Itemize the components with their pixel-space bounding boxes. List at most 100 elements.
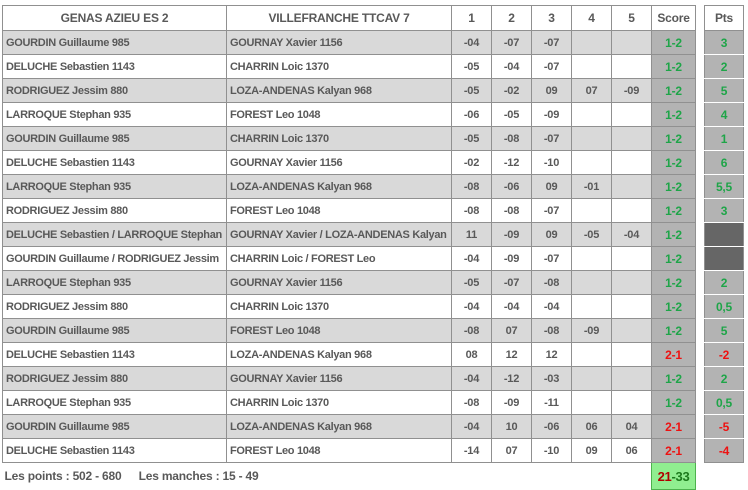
match-pts: 4 (704, 102, 744, 127)
match-score: 1-2 (651, 174, 696, 199)
set-4-cell (571, 246, 612, 271)
column-gap (695, 462, 705, 490)
column-gap (695, 150, 705, 175)
set-3-header: 3 (531, 5, 572, 31)
set-1-cell: 08 (451, 342, 492, 367)
set-4-cell (571, 270, 612, 295)
column-gap (695, 366, 705, 391)
player-b: GOURNAY Xavier 1156 (226, 270, 452, 295)
match-score: 1-2 (651, 366, 696, 391)
set-3-cell: -08 (531, 318, 572, 343)
set-5-cell (611, 294, 652, 319)
team-a-header: GENAS AZIEU ES 2 (2, 5, 227, 31)
match-row: DELUCHE Sebastien / LARROQUE Stephan GOU… (2, 222, 744, 247)
score-header: Score (651, 5, 696, 31)
set-3-cell: 12 (531, 342, 572, 367)
match-score: 1-2 (651, 54, 696, 79)
player-b: GOURNAY Xavier 1156 (226, 150, 452, 175)
player-b: LOZA-ANDENAS Kalyan 968 (226, 174, 452, 199)
set-3-cell: 09 (531, 174, 572, 199)
set-2-cell: 10 (491, 414, 532, 439)
match-pts: 3 (704, 30, 744, 55)
set-1-header: 1 (451, 5, 492, 31)
match-score: 2-1 (651, 414, 696, 439)
match-pts: 2 (704, 54, 744, 79)
column-gap (695, 390, 705, 415)
player-a: DELUCHE Sebastien / LARROQUE Stephan (2, 222, 227, 247)
total-score-home: 21 (657, 468, 672, 484)
set-3-cell: 09 (531, 222, 572, 247)
player-a: GOURDIN Guillaume 985 (2, 318, 227, 343)
player-a: GOURDIN Guillaume / RODRIGUEZ Jessim (2, 246, 227, 271)
set-3-cell: -11 (531, 390, 572, 415)
set-1-cell: -05 (451, 126, 492, 151)
set-5-cell (611, 174, 652, 199)
match-score: 1-2 (651, 78, 696, 103)
match-row: GOURDIN Guillaume 985 CHARRIN Loic 1370 … (2, 126, 744, 151)
set-1-cell: -08 (451, 174, 492, 199)
set-5-cell (611, 30, 652, 55)
set-3-cell: -07 (531, 198, 572, 223)
player-a: DELUCHE Sebastien 1143 (2, 54, 227, 79)
match-pts: -2 (704, 342, 744, 367)
set-5-cell (611, 102, 652, 127)
set-4-cell (571, 294, 612, 319)
set-4-cell (571, 390, 612, 415)
set-4-cell (571, 30, 612, 55)
player-a: LARROQUE Stephan 935 (2, 270, 227, 295)
match-row: DELUCHE Sebastien 1143 LOZA-ANDENAS Kaly… (2, 342, 744, 367)
manches-summary: Les manches : 15 - 49 (138, 469, 259, 484)
match-row: LARROQUE Stephan 935 GOURNAY Xavier 1156… (2, 270, 744, 295)
player-a: RODRIGUEZ Jessim 880 (2, 294, 227, 319)
set-4-cell (571, 366, 612, 391)
player-b: LOZA-ANDENAS Kalyan 968 (226, 414, 452, 439)
set-5-cell (611, 318, 652, 343)
set-5-cell (611, 342, 652, 367)
match-row: RODRIGUEZ Jessim 880 FOREST Leo 1048 -08… (2, 198, 744, 223)
column-gap (695, 342, 705, 367)
match-pts: 5,5 (704, 174, 744, 199)
set-3-cell: -07 (531, 246, 572, 271)
set-4-cell: 07 (571, 78, 612, 103)
set-2-cell: -07 (491, 30, 532, 55)
set-3-cell: -07 (531, 54, 572, 79)
set-2-cell: 12 (491, 342, 532, 367)
totals-summary: Les points : 502 - 680 Les manches : 15 … (2, 462, 652, 490)
set-5-cell (611, 366, 652, 391)
match-row: DELUCHE Sebastien 1143 GOURNAY Xavier 11… (2, 150, 744, 175)
match-pts: 0,5 (704, 390, 744, 415)
player-b: GOURNAY Xavier 1156 (226, 30, 452, 55)
footer-pts-spacer (704, 462, 744, 490)
player-b: FOREST Leo 1048 (226, 318, 452, 343)
match-score: 1-2 (651, 150, 696, 175)
set-5-cell: -09 (611, 78, 652, 103)
column-gap (695, 174, 705, 199)
player-b: GOURNAY Xavier / LOZA-ANDENAS Kalyan (226, 222, 452, 247)
set-2-cell: -09 (491, 246, 532, 271)
set-1-cell: -08 (451, 390, 492, 415)
match-score: 1-2 (651, 390, 696, 415)
set-1-cell: -04 (451, 30, 492, 55)
set-4-cell: -05 (571, 222, 612, 247)
player-a: GOURDIN Guillaume 985 (2, 126, 227, 151)
total-score-separator: - (671, 468, 676, 484)
set-1-cell: -08 (451, 198, 492, 223)
match-row: LARROQUE Stephan 935 CHARRIN Loic 1370 -… (2, 390, 744, 415)
set-5-cell (611, 150, 652, 175)
set-2-cell: -09 (491, 222, 532, 247)
set-4-cell: 06 (571, 414, 612, 439)
match-score: 2-1 (651, 438, 696, 463)
set-3-cell: -10 (531, 150, 572, 175)
set-1-cell: -06 (451, 102, 492, 127)
column-gap (695, 414, 705, 439)
match-pts: 5 (704, 318, 744, 343)
set-2-cell: -02 (491, 78, 532, 103)
set-5-cell (611, 198, 652, 223)
set-5-cell (611, 126, 652, 151)
set-1-cell: -05 (451, 78, 492, 103)
set-5-cell (611, 246, 652, 271)
player-b: LOZA-ANDENAS Kalyan 968 (226, 78, 452, 103)
match-pts: 2 (704, 270, 744, 295)
match-row: RODRIGUEZ Jessim 880 CHARRIN Loic 1370 -… (2, 294, 744, 319)
player-a: GOURDIN Guillaume 985 (2, 414, 227, 439)
